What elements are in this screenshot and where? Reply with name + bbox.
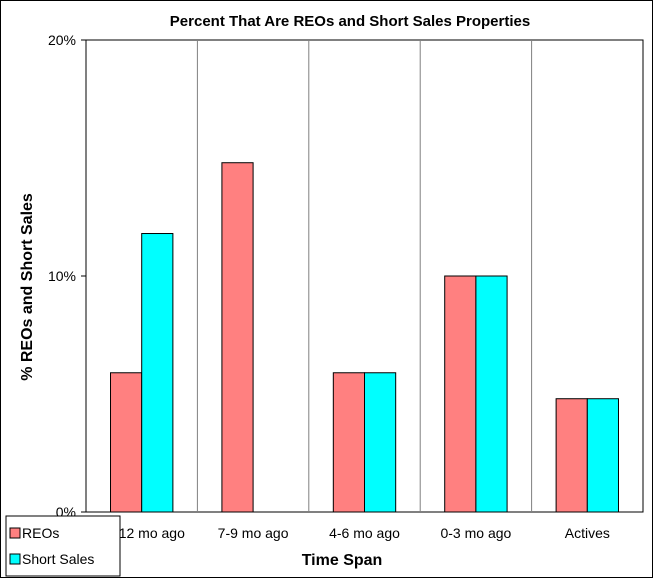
legend-swatch [9, 527, 21, 539]
y-tick-label: 20% [48, 32, 76, 48]
bar-short-sales [475, 275, 508, 513]
bar-reos [332, 372, 366, 513]
y-tick-label: 10% [48, 268, 76, 284]
legend-swatch [9, 553, 21, 565]
bar-short-sales [141, 233, 174, 513]
x-tick-label: 7-9 mo ago [218, 525, 289, 541]
legend-box [5, 515, 121, 577]
x-tick-label: 0-3 mo ago [440, 525, 511, 541]
bar-reos [555, 398, 588, 513]
bar-reos [110, 372, 143, 513]
bar-reos [444, 275, 477, 513]
x-tick-label: 4-6 mo ago [329, 525, 400, 541]
bar-short-sales [586, 398, 619, 513]
y-axis-label: % REOs and Short Sales [19, 193, 36, 381]
x-tick-label: Actives [565, 525, 610, 541]
x-axis-label: Time Span [302, 552, 383, 569]
bar-short-sales [364, 372, 397, 513]
legend-label: Short Sales [22, 551, 94, 567]
bar-reos [221, 162, 254, 513]
chart-title: Percent That Are REOs and Short Sales Pr… [170, 13, 530, 30]
plot-area: 0%10%20%10-12 mo ago 7-9 mo ago 4-6 mo ago… [48, 32, 644, 541]
legend: REOs Short Sales [5, 515, 121, 577]
legend-label: REOs [22, 525, 59, 541]
